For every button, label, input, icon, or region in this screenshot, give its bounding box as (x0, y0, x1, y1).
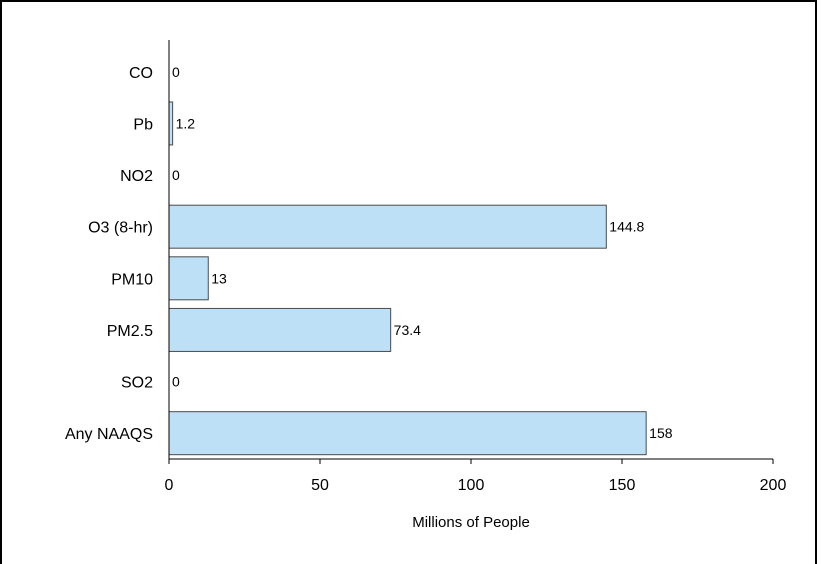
bar (168, 101, 174, 146)
x-tick-label: 100 (458, 477, 485, 494)
category-label: SO2 (121, 375, 153, 392)
value-label: 158 (649, 425, 673, 441)
x-tick-label: 50 (311, 477, 329, 494)
category-label: Any NAAQS (65, 426, 153, 443)
category-label: Pb (133, 116, 153, 133)
category-label: PM10 (111, 271, 153, 288)
x-tick-label: 150 (609, 477, 636, 494)
value-label: 144.8 (609, 219, 644, 235)
x-tick-label: 200 (760, 477, 787, 494)
bar (168, 256, 209, 301)
x-tick-label: 0 (165, 477, 174, 494)
value-label: 13 (211, 270, 227, 286)
category-label: O3 (8-hr) (88, 220, 153, 237)
value-label: 0 (172, 167, 180, 183)
category-label: CO (129, 65, 153, 82)
bars-layer (168, 101, 647, 456)
category-label: NO2 (120, 168, 153, 185)
value-label: 1.2 (176, 115, 196, 131)
x-axis-title: Millions of People (412, 514, 530, 531)
bar (168, 411, 647, 456)
bar (168, 307, 392, 352)
value-label: 73.4 (394, 322, 421, 338)
value-label: 0 (172, 64, 180, 80)
category-label: PM2.5 (107, 323, 153, 340)
value-label: 0 (172, 374, 180, 390)
labels-layer: CO 0 Pb 1.2 NO2 0 O3 (8-hr) 144.8 PM10 13 PM2.5 73.… (65, 64, 786, 494)
axes-layer (168, 40, 774, 464)
bar (168, 204, 607, 249)
